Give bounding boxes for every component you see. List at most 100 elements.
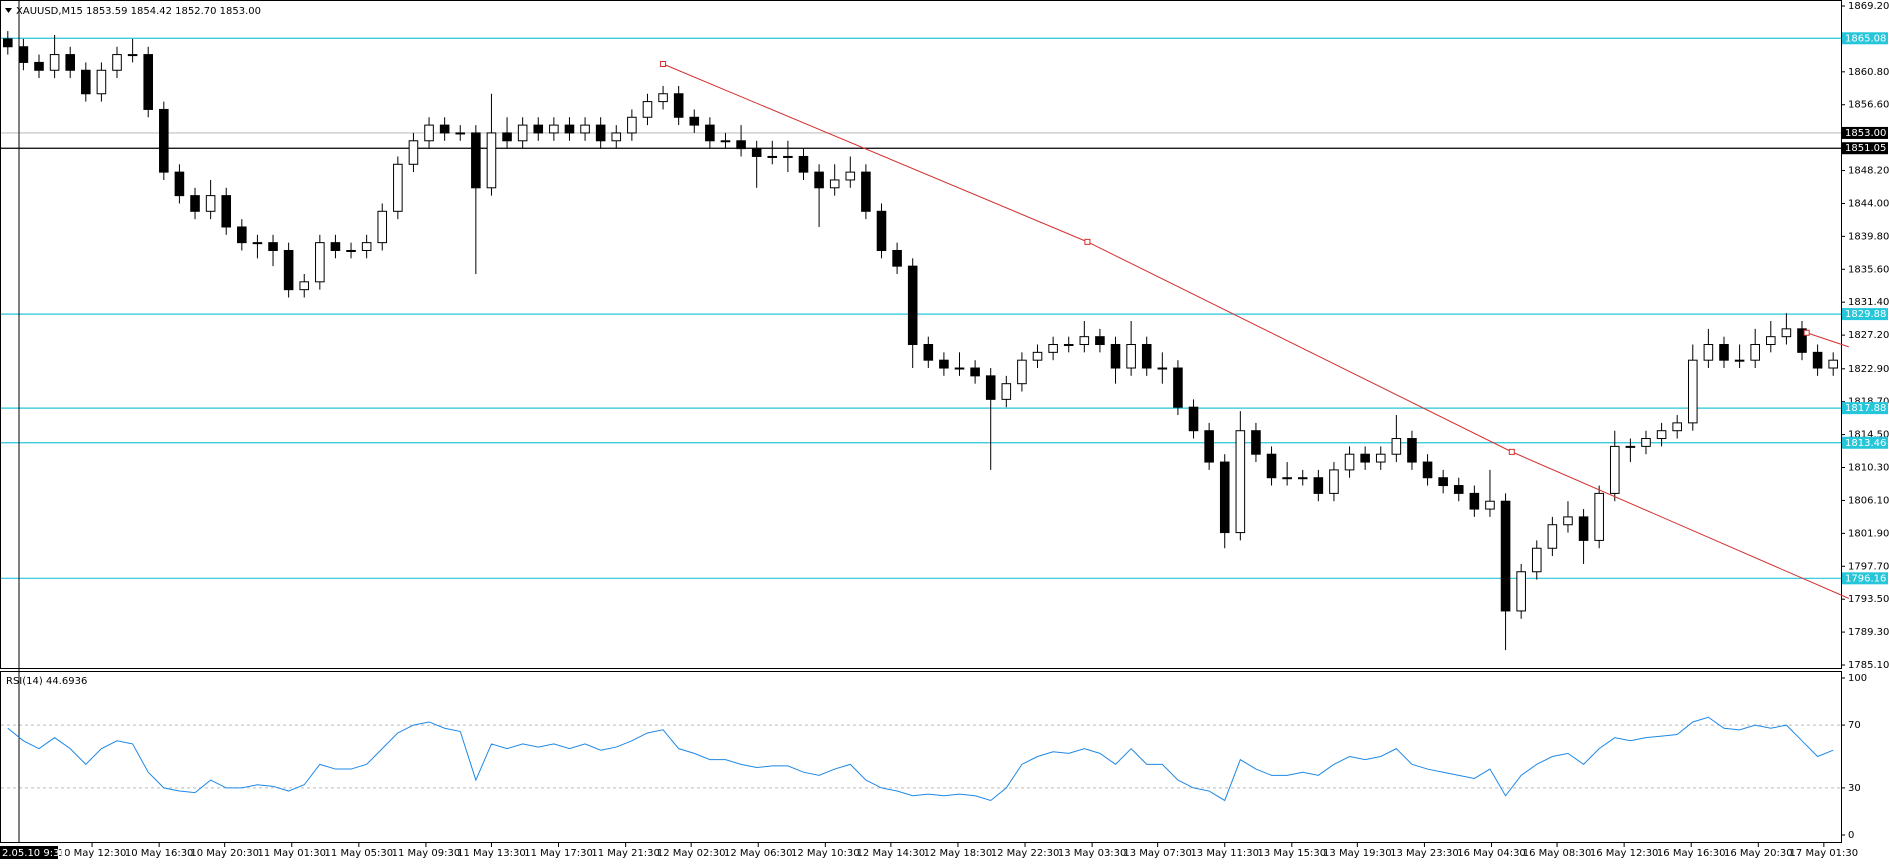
y-tick-label: 1848.20 [1848,166,1889,177]
price-label: 1817.88 [1845,403,1886,414]
candle-body [143,54,154,110]
candle-body [18,46,29,63]
y-tick-label: 1835.60 [1848,264,1889,275]
candle-body [1750,344,1760,361]
candle-body [1516,571,1526,612]
candle-body [907,265,918,346]
candle-body [81,69,91,95]
x-tick-label: 10 May 16:30 [125,848,194,859]
x-tick-label: 11 May 13:30 [457,848,526,859]
price-label-bg [1842,308,1888,321]
x-tick-label: 17 May 01:30 [1790,848,1859,859]
candle-body [361,242,372,251]
candle-body [517,124,528,142]
price-label: 1829.88 [1845,309,1886,320]
x-tick-label: 16 May 12:30 [1590,848,1659,859]
rsi-tick-label: 70 [1848,720,1861,731]
candle-body [1219,461,1230,534]
candle-body [1360,453,1370,463]
rsi-line [7,716,1834,802]
candle-body [1828,359,1838,369]
candle-body [1095,336,1105,346]
y-tick-label: 1789.30 [1848,627,1889,638]
x-tick-label: 12 May 10:30 [791,848,860,859]
price-label: 1851.05 [1845,143,1886,154]
candle-body [174,171,185,197]
price-label: 1865.08 [1845,33,1886,44]
x-tick-label: 10 May 20:30 [190,848,259,859]
candle-body [1407,438,1417,463]
candle-body [1453,485,1464,494]
candle-body [1188,406,1199,432]
y-tick-label: 1844.00 [1848,198,1889,209]
candle-body [34,61,44,71]
x-tick-label: 13 May 15:30 [1258,848,1327,859]
candle-body [439,124,450,134]
candle-body [1329,469,1339,494]
price-label-bg [1842,436,1888,449]
candle-body [283,249,294,291]
candle-body [1266,453,1277,479]
candle-body [1235,430,1246,534]
y-tick-label: 1806.10 [1848,495,1889,506]
candle-body [268,242,278,251]
candle-body [1375,453,1386,463]
candle-body [1173,367,1183,408]
candle-body [1422,461,1433,479]
candle-body [1687,359,1698,424]
candle-body [549,124,559,134]
candle-body [673,93,684,118]
y-tick-label: 1860.80 [1848,67,1889,78]
candle-body [720,140,731,143]
candle-body [829,179,840,189]
x-tick-label: 13 May 23:30 [1390,848,1459,859]
candle-body [595,124,606,142]
chart-title: XAUUSD,M15 1853.59 1854.42 1852.70 1853.… [16,6,261,17]
candle-body [1734,359,1745,362]
x-tick-label: 11 May 09:30 [392,848,461,859]
y-tick-label: 1814.50 [1848,430,1889,441]
candle-body [1297,477,1308,480]
x-tick-label: 13 May 07:30 [1123,848,1192,859]
candle-body [486,132,497,189]
trendline [662,63,1850,599]
candle-body [1766,336,1776,346]
candle-body [1594,492,1604,541]
candle-body [1625,445,1636,448]
main-panel [0,0,1842,669]
x-tick-label: 12 May 18:30 [924,848,993,859]
candle-body [861,171,871,212]
menu-arrow [5,8,12,13]
candle-body [502,132,512,142]
x-tick-label: 11 May 05:30 [325,848,394,859]
x-tick-label: 16 May 16:30 [1657,848,1726,859]
price-label-bg [1842,572,1888,585]
x-tick-label: 16 May 08:30 [1523,848,1592,859]
candle-body [471,132,481,189]
candle-body [564,124,575,134]
candle-body [424,124,434,142]
y-tick-label: 1801.90 [1848,528,1889,539]
candle-body [330,242,341,251]
candle-body [252,242,263,245]
trendline-anchor [1084,238,1091,245]
candle-body [876,210,887,251]
x-tick-label: 13 May 03:30 [1058,848,1127,859]
candle-body [1079,336,1090,346]
candle-body [580,124,590,134]
crosshair-label-bg [0,846,58,859]
candle-body [1781,328,1792,338]
price-label: 1813.46 [1845,438,1886,449]
y-tick-label: 1869.20 [1848,1,1889,12]
candle-body [408,140,419,165]
y-tick-label: 1831.40 [1848,297,1889,308]
candle-body [1609,445,1620,494]
y-tick-label: 1793.50 [1848,594,1889,605]
candle-body [1500,500,1511,612]
candle-body [1313,477,1324,494]
candle-body [205,195,216,212]
candle-body [237,226,247,244]
candle-body [783,155,793,158]
